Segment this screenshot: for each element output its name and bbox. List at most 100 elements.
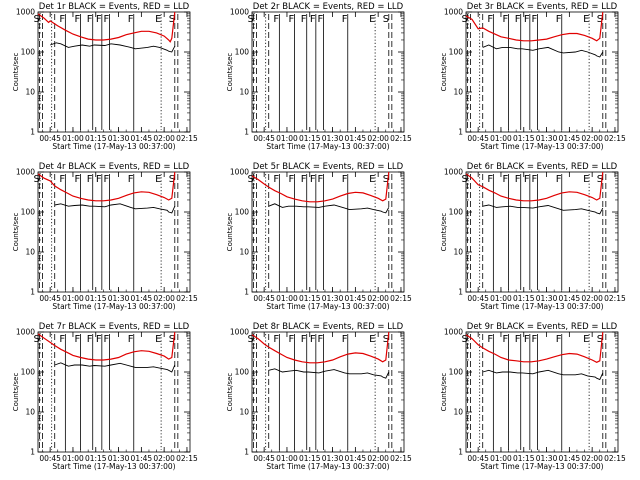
event-marker-label: F: [96, 14, 102, 25]
x-tick-label: 01:00: [490, 454, 512, 463]
event-marker-label: F: [531, 334, 537, 345]
y-tick-label: 1: [244, 128, 249, 137]
y-tick-label: 1000: [444, 8, 463, 17]
events-series-line: [268, 203, 390, 214]
x-tick-label: 01:30: [108, 134, 130, 143]
event-marker-label: S: [383, 174, 389, 185]
plot-frame: [465, 171, 619, 293]
event-marker-label: F: [301, 14, 307, 25]
event-marker-label: F: [103, 174, 109, 185]
panel-title: Det 7r BLACK = Events, RED = LLD: [39, 322, 190, 332]
x-tick-label: 01:00: [62, 134, 84, 143]
x-tick-label: 01:15: [513, 294, 535, 303]
detector-panel: Det 1r BLACK = Events, RED = LLD 1 10 100 10…: [12, 2, 198, 151]
x-axis-title: Start Time (17-May-13 00:37:00): [52, 142, 175, 151]
event-marker-label: E: [369, 334, 375, 345]
event-marker-label: F: [96, 174, 102, 185]
x-axis-title: Start Time (17-May-13 00:37:00): [266, 142, 389, 151]
event-marker-label: F: [87, 174, 93, 185]
lld-series-line: [465, 331, 604, 363]
x-tick-label: 02:00: [153, 294, 175, 303]
y-tick-label: 100: [235, 208, 250, 217]
event-marker-label: S: [169, 14, 175, 25]
x-tick-label: 00:45: [39, 454, 61, 463]
event-marker-label: F: [273, 174, 279, 185]
events-series-line: [482, 204, 604, 215]
x-tick-label: 00:45: [253, 134, 275, 143]
x-tick-label: 01:30: [536, 454, 558, 463]
x-tick-label: 01:15: [299, 134, 321, 143]
event-marker-label: F: [75, 174, 81, 185]
detector-panel: Det 9r BLACK = Events, RED = LLD 1 10 100 10…: [440, 322, 626, 471]
event-marker-label: F: [310, 14, 316, 25]
events-series-line: [268, 368, 390, 379]
x-tick-label: 01:45: [131, 294, 153, 303]
event-marker-label: F: [531, 174, 537, 185]
detector-panel: Det 5r BLACK = Events, RED = LLD 1 10 100 10…: [226, 162, 412, 311]
event-marker-label: F: [310, 334, 316, 345]
plot-frame: [465, 11, 619, 133]
x-tick-label: 01:00: [276, 454, 298, 463]
x-tick-label: 02:15: [604, 294, 626, 303]
events-series-line: [482, 44, 604, 58]
event-marker-label: F: [524, 174, 530, 185]
x-tick-label: 01:15: [513, 454, 535, 463]
event-marker-label: F: [87, 14, 93, 25]
x-tick-label: 01:45: [345, 134, 367, 143]
y-tick-label: 1000: [16, 328, 35, 337]
lld-series-line: [37, 331, 176, 361]
detector-panel: Det 7r BLACK = Events, RED = LLD 1 10 100 10…: [12, 322, 198, 471]
plot-frame: [465, 331, 619, 453]
detector-panel: Det 4r BLACK = Events, RED = LLD 1 10 100 10…: [12, 162, 198, 311]
event-marker-label: F: [342, 174, 348, 185]
event-marker-label: E: [155, 14, 161, 25]
x-tick-label: 02:15: [390, 134, 412, 143]
event-marker-label: S: [34, 174, 40, 185]
y-tick-label: 100: [21, 48, 36, 57]
x-axis-title: Start Time (17-May-13 00:37:00): [266, 462, 389, 471]
event-marker-label: F: [531, 14, 537, 25]
event-marker-label: F: [342, 14, 348, 25]
y-axis-title: Counts/sec: [440, 53, 448, 92]
event-marker-label: F: [273, 334, 279, 345]
y-tick-label: 10: [239, 88, 249, 97]
x-tick-label: 01:30: [322, 454, 344, 463]
x-tick-label: 01:00: [62, 454, 84, 463]
event-marker-label: S: [383, 334, 389, 345]
event-marker-label: S: [34, 334, 40, 345]
y-axis-title: Counts/sec: [226, 213, 234, 252]
y-axis-title: Counts/sec: [440, 213, 448, 252]
y-tick-label: 100: [21, 368, 36, 377]
plot-frame: [251, 11, 405, 133]
event-marker-label: F: [556, 14, 562, 25]
event-marker-label: E: [583, 334, 589, 345]
event-marker-label: F: [289, 174, 295, 185]
x-tick-label: 02:00: [581, 134, 603, 143]
event-marker-label: F: [556, 174, 562, 185]
y-tick-label: 100: [235, 48, 250, 57]
event-marker-label: F: [515, 334, 521, 345]
event-marker-label: F: [75, 334, 81, 345]
event-marker-label: S: [462, 174, 468, 185]
event-marker-label: S: [597, 14, 603, 25]
event-marker-label: F: [342, 334, 348, 345]
x-tick-label: 01:15: [299, 454, 321, 463]
x-tick-label: 02:15: [390, 294, 412, 303]
x-tick-label: 02:15: [176, 454, 198, 463]
event-marker-label: S: [597, 334, 603, 345]
lld-series-line: [37, 11, 176, 43]
x-tick-label: 01:00: [276, 134, 298, 143]
x-tick-label: 01:15: [299, 294, 321, 303]
y-tick-label: 10: [25, 248, 35, 257]
x-tick-label: 01:45: [345, 454, 367, 463]
detector-panel: Det 6r BLACK = Events, RED = LLD 1 10 100 10…: [440, 162, 626, 311]
x-tick-label: 01:15: [85, 294, 107, 303]
lld-series-line: [465, 171, 604, 202]
y-tick-label: 10: [453, 88, 463, 97]
x-tick-label: 02:00: [367, 294, 389, 303]
event-marker-label: F: [75, 14, 81, 25]
event-marker-label: F: [515, 174, 521, 185]
y-tick-label: 10: [25, 88, 35, 97]
x-tick-label: 02:00: [153, 134, 175, 143]
event-marker-label: F: [317, 334, 323, 345]
